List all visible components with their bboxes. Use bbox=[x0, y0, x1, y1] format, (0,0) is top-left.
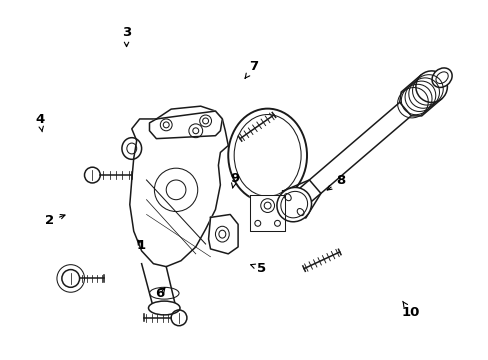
Text: 2: 2 bbox=[45, 214, 65, 227]
Text: 4: 4 bbox=[35, 113, 44, 132]
Text: 10: 10 bbox=[401, 301, 419, 319]
Polygon shape bbox=[149, 111, 222, 139]
Polygon shape bbox=[129, 106, 228, 267]
Ellipse shape bbox=[276, 188, 311, 222]
Text: 9: 9 bbox=[230, 172, 239, 188]
Polygon shape bbox=[208, 215, 238, 254]
Text: 1: 1 bbox=[136, 239, 145, 252]
Polygon shape bbox=[282, 180, 320, 218]
Text: 8: 8 bbox=[326, 174, 345, 190]
Ellipse shape bbox=[431, 68, 451, 87]
Text: 5: 5 bbox=[250, 262, 265, 275]
Ellipse shape bbox=[415, 71, 447, 102]
Ellipse shape bbox=[148, 301, 180, 315]
Text: 3: 3 bbox=[122, 26, 131, 46]
Polygon shape bbox=[399, 75, 441, 116]
Polygon shape bbox=[249, 195, 285, 231]
Text: 6: 6 bbox=[155, 287, 164, 300]
Text: 7: 7 bbox=[244, 60, 258, 78]
